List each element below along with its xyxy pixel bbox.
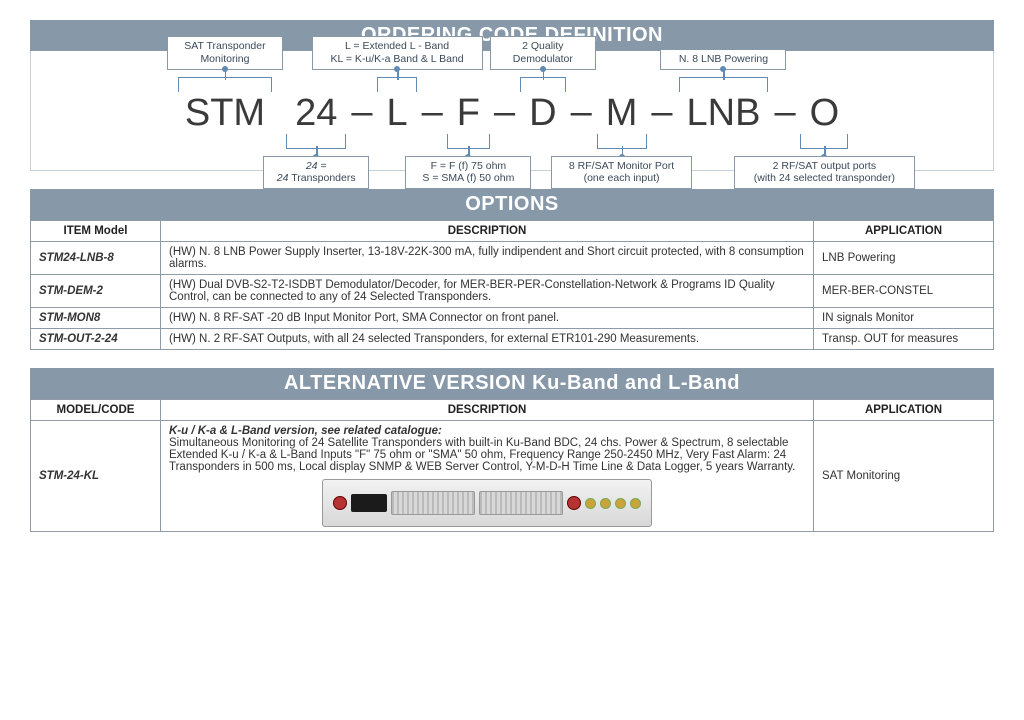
device-port-icon [585, 498, 596, 509]
dash-4: – [571, 91, 592, 134]
table-row: STM-MON8 (HW) N. 8 RF-SAT -20 dB Input M… [31, 308, 994, 329]
device-chassis [322, 479, 652, 527]
note-24: 24 =24 Transponders [263, 156, 369, 189]
alt-header-row: MODEL/CODE DESCRIPTION APPLICATION [31, 400, 994, 421]
device-port-icon [630, 498, 641, 509]
table-row: STM24-LNB-8 (HW) N. 8 LNB Power Supply I… [31, 242, 994, 275]
seg-lnb-text: LNB [675, 94, 773, 132]
device-power-icon [333, 496, 347, 510]
seg-o-text: O [798, 94, 852, 132]
opt-desc: (HW) Dual DVB-S2-T2-ISDBT Demodulator/De… [161, 275, 814, 308]
opt-model: STM-MON8 [31, 308, 161, 329]
opt-model: STM24-LNB-8 [31, 242, 161, 275]
device-slot-icon [479, 491, 563, 515]
seg-m: M 8 RF/SAT Monitor Port(one each input) [594, 94, 650, 132]
options-col-desc: DESCRIPTION [161, 221, 814, 242]
seg-d: 2 QualityDemodulator D [517, 94, 568, 132]
seg-f-text: F [445, 94, 492, 132]
device-led-icon [567, 496, 581, 510]
opt-desc: (HW) N. 8 LNB Power Supply Inserter, 13-… [161, 242, 814, 275]
note-stm: SAT TransponderMonitoring [167, 36, 283, 69]
alt-desc-body: Simultaneous Monitoring of 24 Satellite … [169, 437, 795, 473]
alt-col-model: MODEL/CODE [31, 400, 161, 421]
opt-app: MER-BER-CONSTEL [814, 275, 994, 308]
dash-2: – [422, 91, 443, 134]
seg-f: F F = F (f) 75 ohmS = SMA (f) 50 ohm [445, 94, 492, 132]
device-slot-icon [391, 491, 475, 515]
alt-app: SAT Monitoring [814, 421, 994, 532]
opt-app: LNB Powering [814, 242, 994, 275]
options-col-app: APPLICATION [814, 221, 994, 242]
note-l: L = Extended L - BandKL = K-u/K-a Band &… [312, 36, 483, 69]
note-d: 2 QualityDemodulator [490, 36, 596, 69]
dash-3: – [494, 91, 515, 134]
alt-title: ALTERNATIVE VERSION Ku-Band and L-Band [30, 368, 994, 399]
table-row: STM-OUT-2-24 (HW) N. 2 RF-SAT Outputs, w… [31, 329, 994, 350]
note-m: 8 RF/SAT Monitor Port(one each input) [551, 156, 692, 189]
opt-model: STM-OUT-2-24 [31, 329, 161, 350]
device-illustration [169, 479, 805, 527]
table-row: STM-DEM-2 (HW) Dual DVB-S2-T2-ISDBT Demo… [31, 275, 994, 308]
options-col-model: ITEM Model [31, 221, 161, 242]
note-o: 2 RF/SAT output ports(with 24 selected t… [734, 156, 915, 189]
options-table: ITEM Model DESCRIPTION APPLICATION STM24… [30, 220, 994, 350]
opt-app: Transp. OUT for measures [814, 329, 994, 350]
opt-app: IN signals Monitor [814, 308, 994, 329]
seg-o: O 2 RF/SAT output ports(with 24 selected… [798, 94, 852, 132]
seg-l-text: L [374, 94, 419, 132]
opt-desc: (HW) N. 2 RF-SAT Outputs, with all 24 se… [161, 329, 814, 350]
ordering-diagram: SAT TransponderMonitoring STM 24 24 =24 … [31, 51, 993, 170]
seg-24: 24 24 =24 Transponders [283, 94, 349, 132]
seg-24-text: 24 [283, 94, 349, 132]
seg-l: L = Extended L - BandKL = K-u/K-a Band &… [374, 94, 419, 132]
alt-table: MODEL/CODE DESCRIPTION APPLICATION STM-2… [30, 399, 994, 532]
dash-6: – [774, 91, 795, 134]
dash-1: – [351, 91, 372, 134]
options-header-row: ITEM Model DESCRIPTION APPLICATION [31, 221, 994, 242]
alt-col-app: APPLICATION [814, 400, 994, 421]
device-port-icon [600, 498, 611, 509]
alt-col-desc: DESCRIPTION [161, 400, 814, 421]
dash-5: – [651, 91, 672, 134]
options-title: OPTIONS [30, 189, 994, 220]
ordering-panel: SAT TransponderMonitoring STM 24 24 =24 … [30, 51, 994, 171]
device-screen-icon [351, 494, 387, 512]
alt-model: STM-24-KL [31, 421, 161, 532]
seg-d-text: D [517, 94, 568, 132]
alt-desc: K-u / K-a & L-Band version, see related … [161, 421, 814, 532]
seg-lnb: N. 8 LNB Powering LNB [675, 94, 773, 132]
seg-stm-text: STM [173, 94, 277, 132]
opt-model: STM-DEM-2 [31, 275, 161, 308]
table-row: STM-24-KL K-u / K-a & L-Band version, se… [31, 421, 994, 532]
seg-m-text: M [594, 94, 650, 132]
note-f: F = F (f) 75 ohmS = SMA (f) 50 ohm [405, 156, 531, 189]
opt-desc: (HW) N. 8 RF-SAT -20 dB Input Monitor Po… [161, 308, 814, 329]
device-port-icon [615, 498, 626, 509]
seg-stm: SAT TransponderMonitoring STM [173, 94, 277, 132]
alt-desc-head: K-u / K-a & L-Band version, see related … [169, 425, 442, 437]
